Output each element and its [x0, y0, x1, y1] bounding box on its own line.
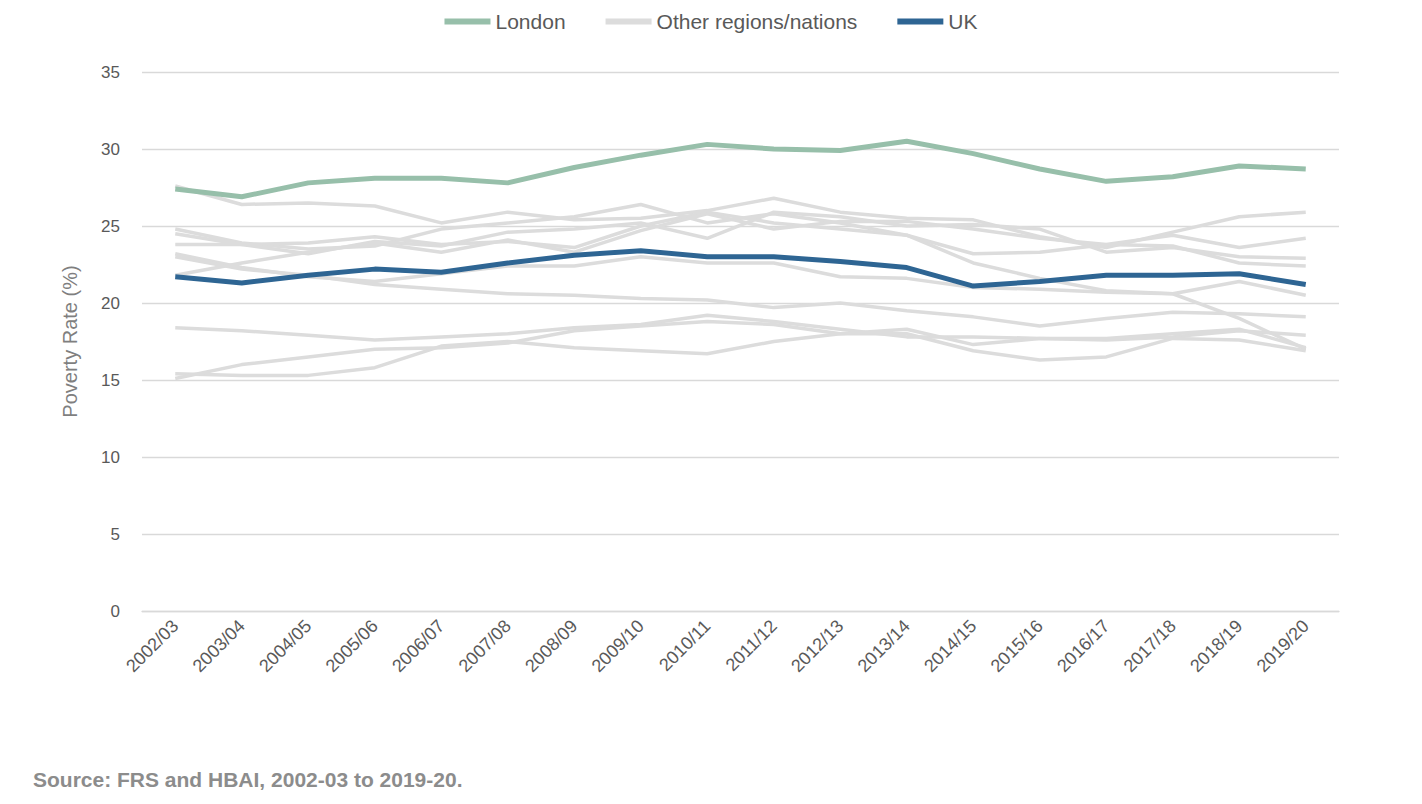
svg-text:35: 35 — [101, 63, 120, 82]
svg-text:2008/09: 2008/09 — [521, 616, 581, 676]
svg-text:2002/03: 2002/03 — [122, 616, 182, 676]
svg-text:2014/15: 2014/15 — [920, 616, 980, 676]
svg-text:2018/19: 2018/19 — [1186, 616, 1246, 676]
svg-text:2011/12: 2011/12 — [722, 616, 781, 675]
svg-text:2005/06: 2005/06 — [322, 616, 382, 676]
svg-text:25: 25 — [101, 217, 120, 236]
svg-text:Source: FRS and HBAI, 2002-03: Source: FRS and HBAI, 2002-03 to 2019-20… — [33, 768, 463, 791]
svg-text:2017/18: 2017/18 — [1120, 616, 1180, 676]
svg-text:5: 5 — [111, 525, 120, 544]
svg-text:2012/13: 2012/13 — [787, 616, 847, 676]
svg-text:2019/20: 2019/20 — [1253, 616, 1313, 676]
svg-text:2013/14: 2013/14 — [854, 616, 914, 676]
svg-text:15: 15 — [101, 371, 120, 390]
svg-text:2006/07: 2006/07 — [388, 616, 448, 676]
svg-text:UK: UK — [948, 10, 977, 33]
svg-text:30: 30 — [101, 140, 120, 159]
svg-text:London: London — [495, 10, 565, 33]
svg-text:2010/11: 2010/11 — [655, 616, 714, 675]
svg-text:Poverty Rate (%): Poverty Rate (%) — [59, 265, 81, 417]
svg-text:0: 0 — [111, 602, 120, 621]
svg-text:10: 10 — [101, 448, 120, 467]
svg-text:2016/17: 2016/17 — [1053, 616, 1113, 676]
svg-text:2003/04: 2003/04 — [189, 616, 249, 676]
svg-text:2009/10: 2009/10 — [588, 616, 648, 676]
svg-text:2015/16: 2015/16 — [987, 616, 1047, 676]
svg-text:2004/05: 2004/05 — [255, 616, 315, 676]
svg-text:20: 20 — [101, 294, 120, 313]
svg-text:Other regions/nations: Other regions/nations — [657, 10, 858, 33]
svg-text:2007/08: 2007/08 — [455, 616, 515, 676]
